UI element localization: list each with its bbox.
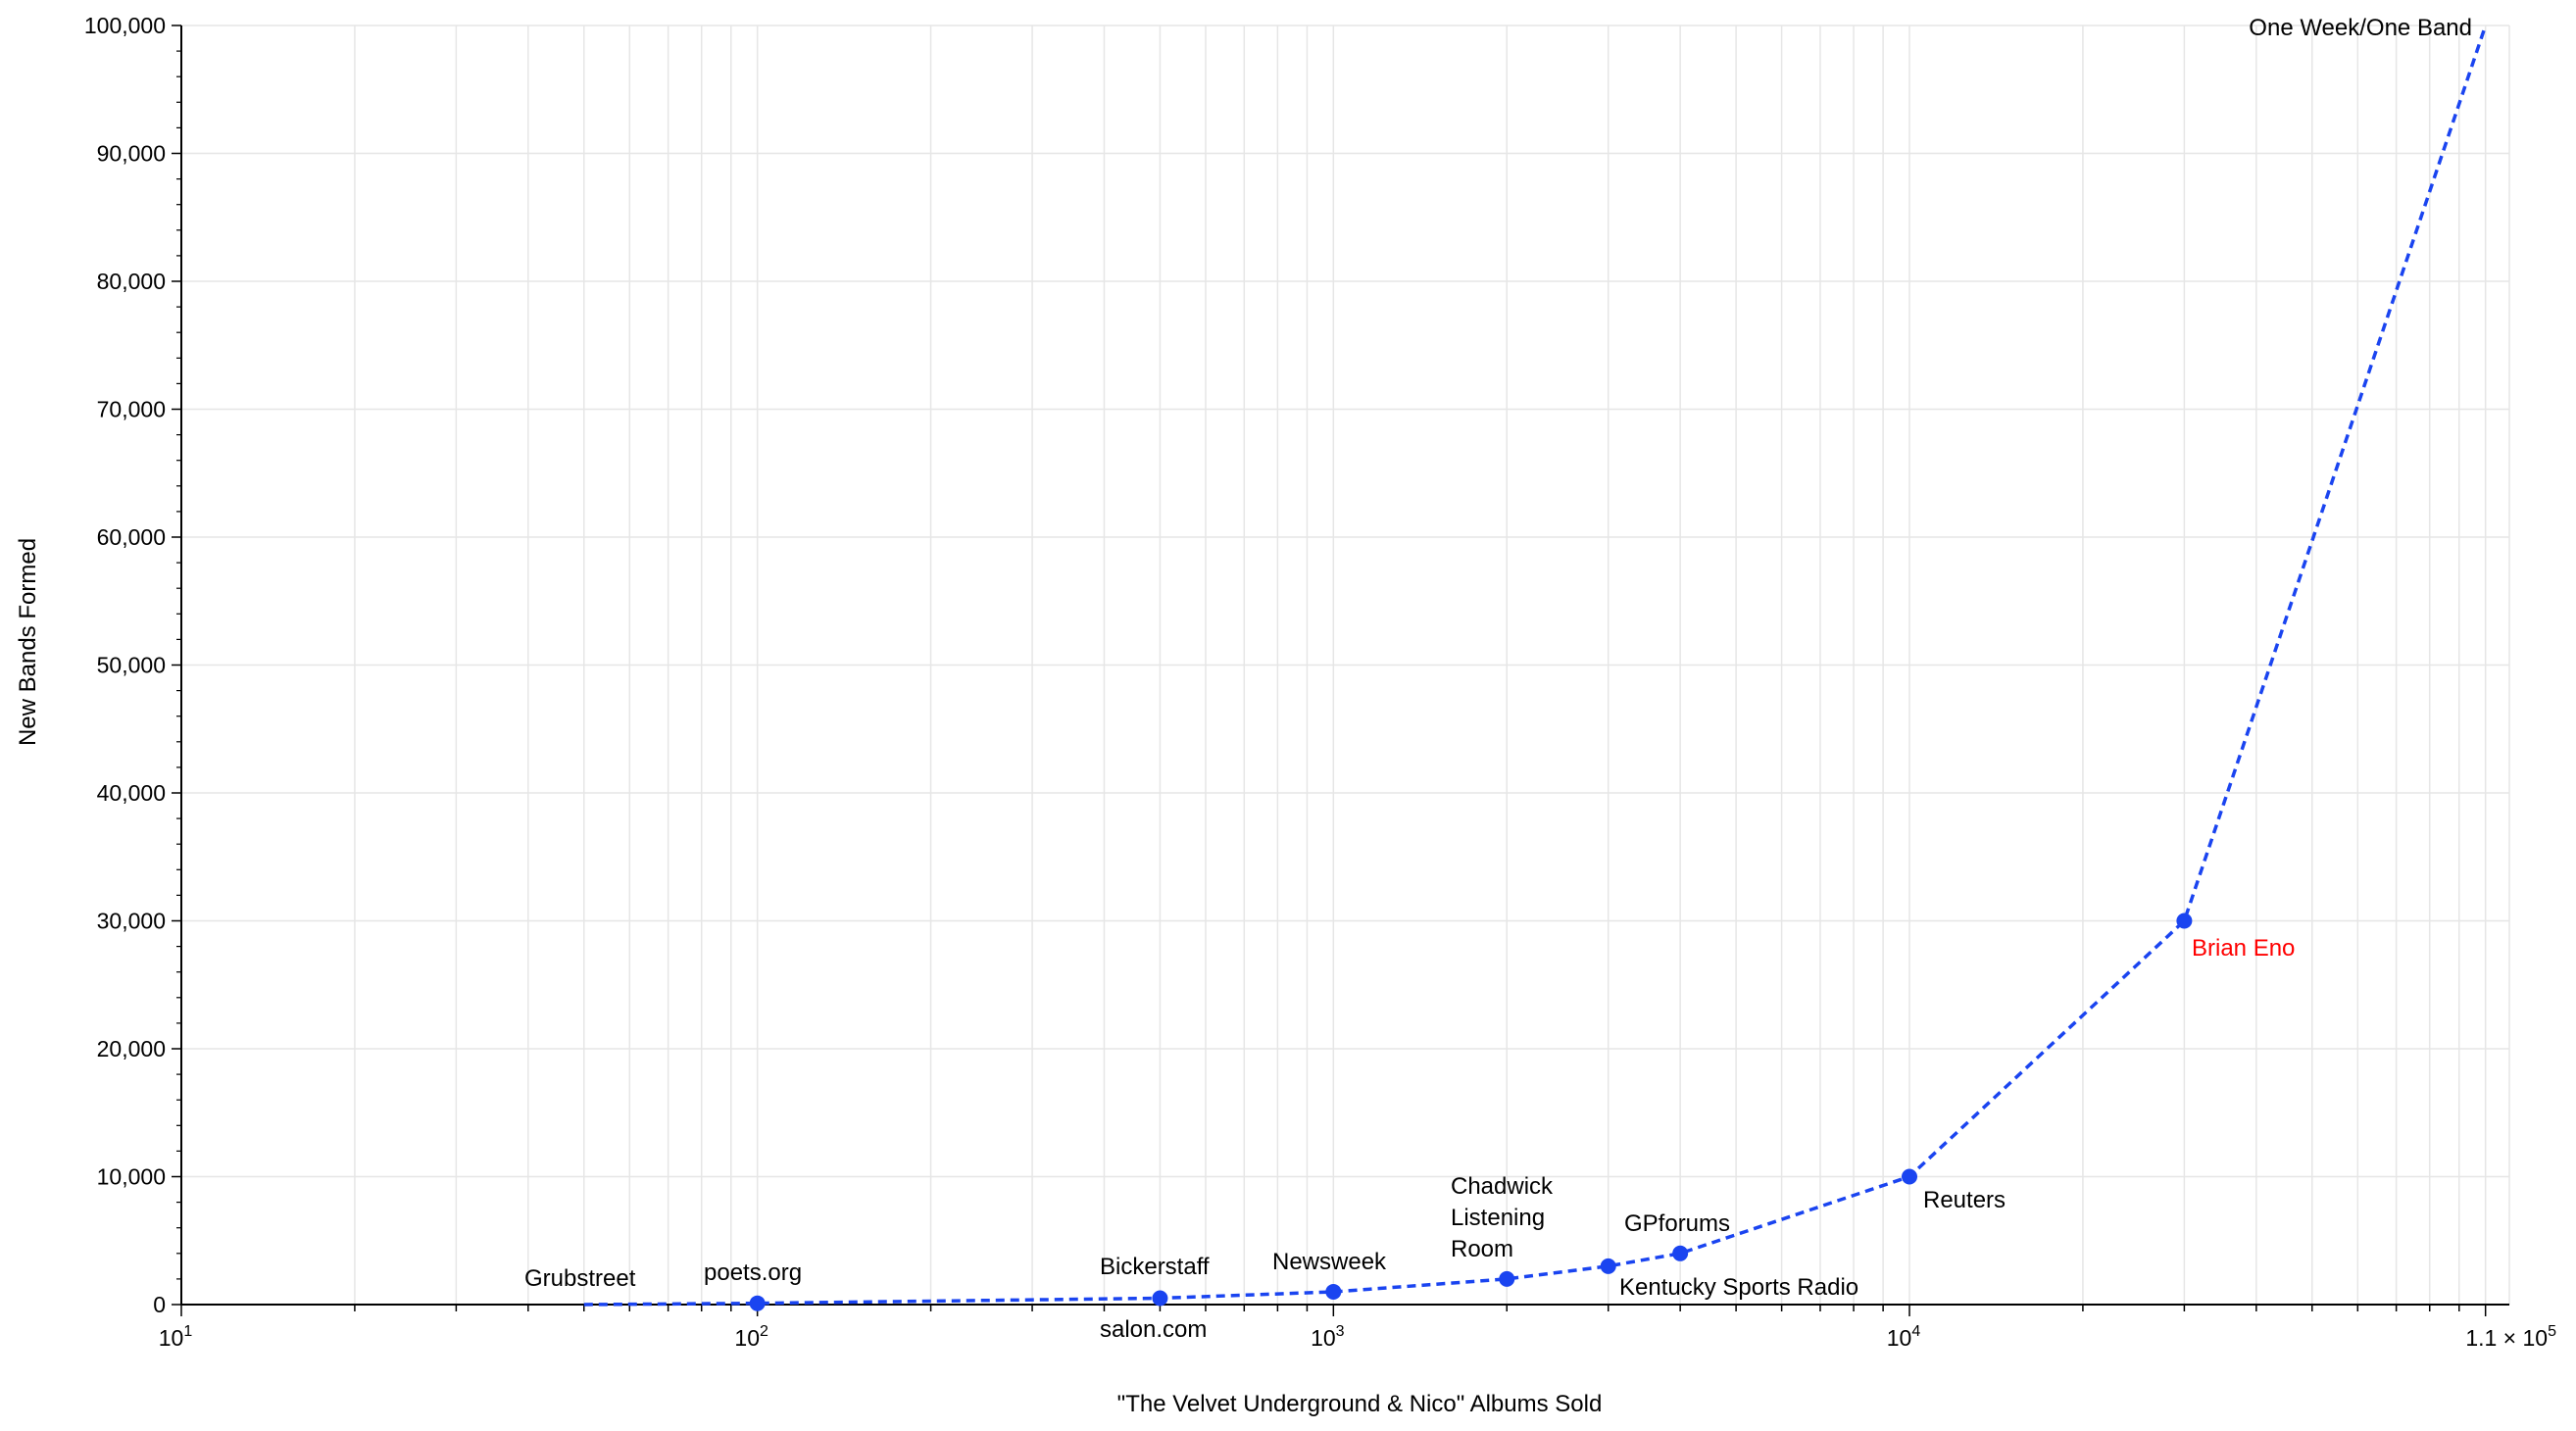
annotation-label: Kentucky Sports Radio <box>1619 1274 1858 1301</box>
x-tick-label: 101 <box>159 1323 193 1351</box>
annotation-label: One Week/One Band <box>2249 15 2472 41</box>
y-tick-label: 30,000 <box>97 909 166 934</box>
tick-labels: 0 10,000 20,000 30,000 40,000 50,000 60,000 70,… <box>84 13 2556 1351</box>
y-tick-label: 20,000 <box>97 1036 166 1061</box>
annotation-label: Grubstreet <box>524 1265 636 1292</box>
y-tick-label: 0 <box>153 1292 166 1317</box>
series-line <box>583 25 2488 1307</box>
annotation-label: Brian Eno <box>2192 935 2295 962</box>
y-tick-label: 100,000 <box>84 13 166 38</box>
y-tick-label: 40,000 <box>97 780 166 806</box>
x-tick-label: 1.1 × 105 <box>2465 1323 2556 1351</box>
y-tick-label: 80,000 <box>97 269 166 294</box>
data-point <box>1152 1290 1168 1307</box>
x-tick-label: 103 <box>1311 1323 1345 1351</box>
annotation-label: Newsweek <box>1272 1249 1387 1275</box>
y-axis-title: New Bands Formed <box>15 538 41 746</box>
annotation-label: salon.com <box>1100 1316 1207 1343</box>
annotation-label: Reuters <box>1923 1187 2006 1213</box>
data-point <box>749 1295 766 1311</box>
data-point <box>1672 1245 1689 1261</box>
data-point <box>1902 1168 1918 1185</box>
annotations: Grubstreet poets.org Bickerstaff salon.com N… <box>524 15 2472 1343</box>
y-tick-label: 70,000 <box>97 397 166 422</box>
y-tick-label: 90,000 <box>97 141 166 167</box>
annotation-label: Bickerstaff <box>1100 1254 1210 1280</box>
data-point <box>1600 1258 1616 1274</box>
x-axis-title: "The Velvet Underground & Nico" Albums S… <box>1117 1391 1603 1417</box>
x-tick-label: 102 <box>734 1323 768 1351</box>
axes <box>172 25 2509 1316</box>
data-point <box>2176 913 2193 929</box>
y-tick-label: 50,000 <box>97 653 166 678</box>
data-point <box>1325 1283 1342 1300</box>
annotation-label: Chadwick Listening Room <box>1451 1173 1554 1262</box>
x-tick-label: 104 <box>1887 1323 1921 1351</box>
y-tick-label: 10,000 <box>97 1164 166 1190</box>
annotation-label: poets.org <box>704 1259 802 1286</box>
series-line-group <box>583 25 2488 1311</box>
y-tick-label: 60,000 <box>97 524 166 550</box>
grid <box>180 25 2510 1306</box>
data-point <box>1499 1270 1515 1287</box>
annotation-label: GPforums <box>1624 1210 1730 1237</box>
